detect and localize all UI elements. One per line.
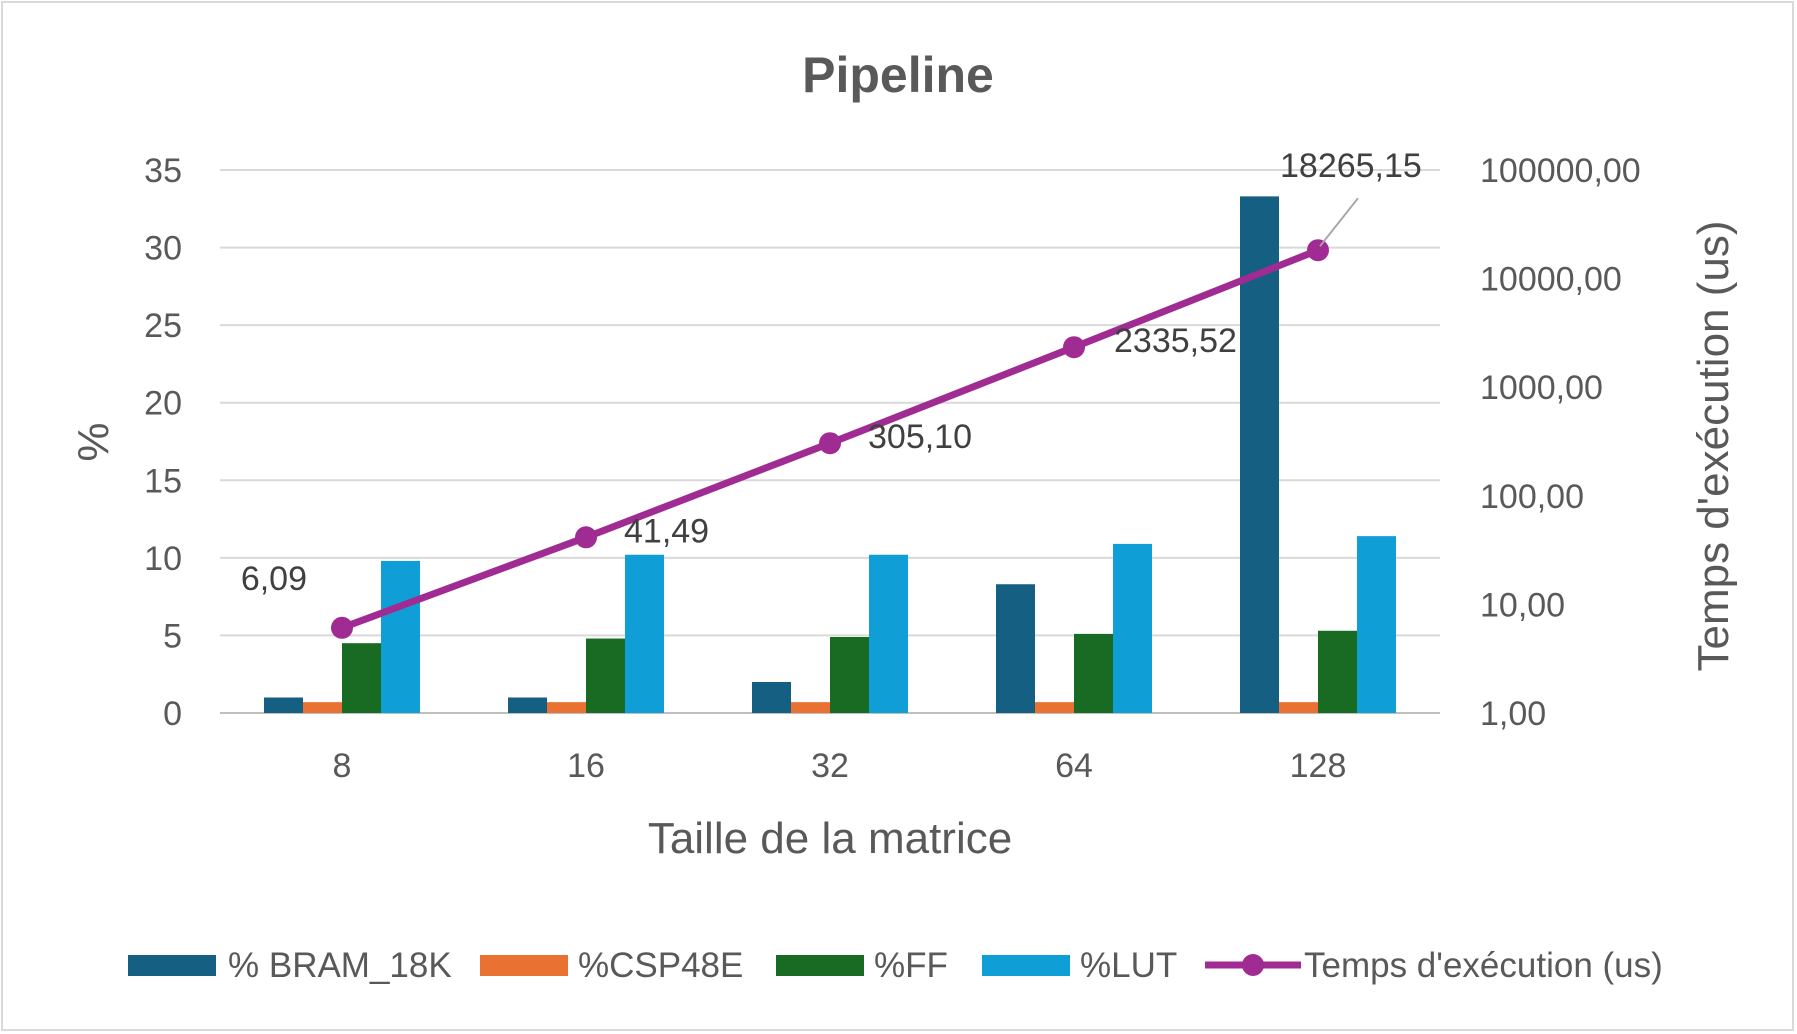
bar	[547, 702, 586, 713]
bar	[1240, 196, 1279, 714]
y-tick-label: 20	[144, 385, 182, 423]
bar	[996, 584, 1035, 713]
bar	[381, 560, 420, 713]
x-tick-label: 8	[333, 747, 352, 785]
y2-tick-label: 1000,00	[1480, 369, 1603, 407]
legend-label: % BRAM_18K	[228, 946, 452, 985]
legend-swatch-marker	[1242, 954, 1264, 976]
y-tick-label: 35	[144, 152, 182, 190]
time-point	[331, 616, 353, 639]
y-tick-label: 0	[163, 695, 182, 733]
y2-tick-label: 10,00	[1480, 586, 1565, 624]
bar	[1035, 702, 1074, 713]
bars	[264, 196, 1396, 714]
y-tick-label: 15	[144, 462, 182, 500]
legend-label: %FF	[874, 946, 948, 985]
x-tick-label: 16	[567, 747, 605, 785]
left-axis-ticks: 0 5 10 15 20 25 30 35	[144, 152, 182, 733]
gridlines	[220, 169, 1440, 714]
y-axis-title: %	[69, 422, 118, 461]
x-tick-label: 64	[1055, 747, 1093, 785]
time-point	[1307, 239, 1329, 262]
bar	[869, 554, 908, 713]
legend-swatch	[982, 955, 1070, 976]
y2-tick-label: 100,00	[1480, 478, 1584, 516]
y-tick-label: 5	[163, 617, 182, 655]
legend-label: %LUT	[1080, 946, 1177, 985]
legend-swatch	[480, 955, 568, 976]
data-label: 305,10	[868, 418, 972, 456]
x-axis-ticks: 8 16 32 64 128	[333, 747, 1347, 785]
y-tick-label: 10	[144, 540, 182, 578]
legend-label: Temps d'exécution (us)	[1304, 946, 1663, 985]
data-label: 6,09	[241, 560, 307, 598]
y-tick-label: 30	[144, 230, 182, 268]
bar	[303, 702, 342, 713]
bar	[264, 697, 303, 713]
bar	[508, 697, 547, 713]
legend: % BRAM_18K %CSP48E %FF %LUT Temps d'exécutio…	[128, 946, 1663, 985]
y2-tick-label: 10000,00	[1480, 261, 1622, 299]
legend-label: %CSP48E	[578, 946, 743, 985]
data-label-leader	[1319, 197, 1359, 247]
time-line: 6,09 41,49 305,10 2335,52 18265,15	[241, 147, 1422, 639]
y2-tick-label: 1,00	[1480, 695, 1546, 733]
bar	[1113, 543, 1152, 713]
x-tick-label: 128	[1290, 747, 1347, 785]
bar	[1318, 630, 1357, 713]
bar	[342, 643, 381, 713]
y2-tick-label: 100000,00	[1480, 152, 1641, 190]
bar	[830, 636, 869, 713]
legend-swatch	[776, 955, 864, 976]
bar	[1074, 633, 1113, 713]
bar	[791, 702, 830, 713]
right-axis-ticks: 1,00 10,00 100,00 1000,00 10000,00 100000,00	[1480, 152, 1641, 733]
bar	[625, 554, 664, 713]
x-axis-title: Taille de la matrice	[648, 814, 1012, 863]
time-point	[819, 432, 841, 455]
y2-axis-title: Temps d'exécution (us)	[1689, 220, 1738, 671]
data-label: 18265,15	[1280, 147, 1422, 185]
y-tick-label: 25	[144, 307, 182, 345]
bar	[752, 681, 791, 713]
time-point	[575, 526, 597, 549]
bar	[1279, 702, 1318, 713]
x-tick-label: 32	[811, 747, 849, 785]
data-label: 41,49	[624, 512, 709, 550]
bar	[586, 638, 625, 713]
legend-swatch	[128, 955, 216, 976]
data-label: 2335,52	[1114, 322, 1237, 360]
chart-title: Pipeline	[802, 47, 994, 103]
bar	[1357, 536, 1396, 713]
time-point	[1063, 336, 1085, 359]
